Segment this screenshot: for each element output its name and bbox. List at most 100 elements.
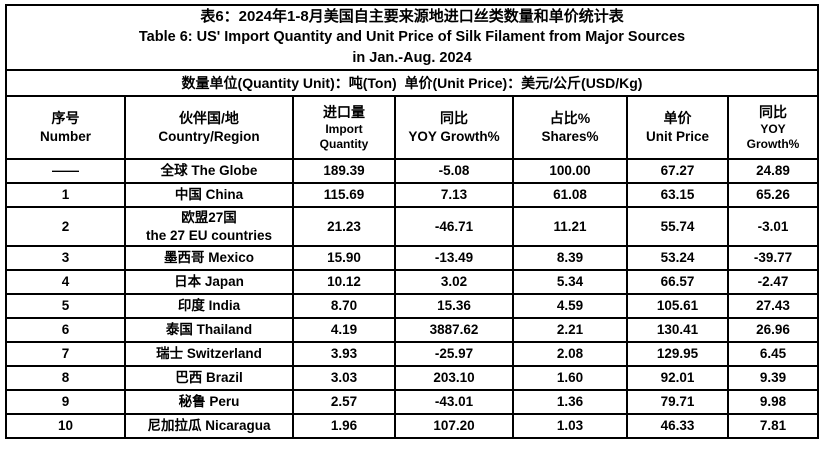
table-row-japan: 4 日本 Japan 10.12 3.02 5.34 66.57 -2.47 [5, 269, 820, 295]
cell-yoy-qty: 15.36 [394, 293, 514, 319]
cell-share: 100.00 [512, 158, 628, 184]
cell-share: 2.21 [512, 317, 628, 343]
cell-unit-price: 46.33 [626, 413, 729, 439]
cell-number: 4 [5, 269, 126, 295]
cell-import-qty: 3.93 [292, 341, 396, 367]
cell-country: 巴西 Brazil [124, 365, 294, 391]
cell-unit-price: 66.57 [626, 269, 729, 295]
cell-import-qty: 21.23 [292, 206, 396, 247]
table-row-china: 1 中国 China 115.69 7.13 61.08 63.15 65.26 [5, 182, 820, 208]
cell-number: 5 [5, 293, 126, 319]
col-header-shares: 占比% Shares% [512, 95, 628, 160]
col-header-yoy-quantity: 同比 YOY Growth% [394, 95, 514, 160]
cell-import-qty: 3.03 [292, 365, 396, 391]
cell-import-qty: 4.19 [292, 317, 396, 343]
col-header-import-quantity-zh: 进口量 [323, 104, 365, 120]
statistics-table: 表6：2024年1-8月美国自主要来源地进口丝类数量和单价统计表 Table 6… [4, 4, 820, 439]
cell-country: 印度 India [124, 293, 294, 319]
cell-yoy-qty: -13.49 [394, 245, 514, 271]
col-header-country: 伙伴国/地 Country/Region [124, 95, 294, 160]
cell-import-qty: 8.70 [292, 293, 396, 319]
cell-country: 全球 The Globe [124, 158, 294, 184]
cell-country: 泰国 Thailand [124, 317, 294, 343]
page-title-en: Table 6: US' Import Quantity and Unit Pr… [138, 29, 686, 45]
cell-country: 欧盟27国 the 27 EU countries [124, 206, 294, 247]
cell-share: 1.03 [512, 413, 628, 439]
cell-yoy-qty: 203.10 [394, 365, 514, 391]
table-row-peru: 9 秘鲁 Peru 2.57 -43.01 1.36 79.71 9.98 [5, 389, 820, 415]
col-header-shares-en: Shares% [541, 129, 599, 144]
cell-import-qty: 10.12 [292, 269, 396, 295]
cell-country: 瑞士 Switzerland [124, 341, 294, 367]
table-row-nicaragua: 10 尼加拉瓜 Nicaragua 1.96 107.20 1.03 46.33… [5, 413, 820, 439]
col-header-country-en: Country/Region [158, 129, 260, 144]
units-note: 数量单位(Quantity Unit)：吨(Ton) 单价(Unit Price… [4, 69, 820, 97]
cell-yoy-price: 9.39 [726, 365, 820, 391]
col-header-number: 序号 Number [5, 95, 126, 160]
cell-number: 1 [5, 182, 126, 208]
col-header-import-quantity: 进口量 Import Quantity [292, 95, 396, 160]
units-row: 数量单位(Quantity Unit)：吨(Ton) 单价(Unit Price… [4, 69, 820, 97]
cell-unit-price: 63.15 [626, 182, 729, 208]
header-row: 序号 Number 伙伴国/地 Country/Region 进口量 Impor… [5, 95, 820, 160]
cell-country: 墨西哥 Mexico [124, 245, 294, 271]
cell-number: 6 [5, 317, 126, 343]
cell-number: 2 [5, 206, 126, 247]
cell-yoy-qty: -43.01 [394, 389, 514, 415]
cell-unit-price: 67.27 [626, 158, 729, 184]
table-row-mexico: 3 墨西哥 Mexico 15.90 -13.49 8.39 53.24 -39… [5, 245, 820, 271]
cell-yoy-price: -2.47 [726, 269, 820, 295]
cell-yoy-price: 7.81 [726, 413, 820, 439]
table-row-switzerland: 7 瑞士 Switzerland 3.93 -25.97 2.08 129.95… [5, 341, 820, 367]
cell-number: 7 [5, 341, 126, 367]
cell-yoy-qty: -5.08 [394, 158, 514, 184]
cell-yoy-price: 6.45 [726, 341, 820, 367]
cell-share: 61.08 [512, 182, 628, 208]
cell-number: 10 [5, 413, 126, 439]
cell-yoy-qty: 3887.62 [394, 317, 514, 343]
cell-share: 8.39 [512, 245, 628, 271]
cell-yoy-qty: 7.13 [394, 182, 514, 208]
cell-country: 秘鲁 Peru [124, 389, 294, 415]
cell-country: 中国 China [124, 182, 294, 208]
cell-unit-price: 55.74 [626, 206, 729, 247]
cell-country: 尼加拉瓜 Nicaragua [124, 413, 294, 439]
cell-unit-price: 129.95 [626, 341, 729, 367]
cell-yoy-qty: -46.71 [394, 206, 514, 247]
col-header-yoy-quantity-en: YOY Growth% [408, 129, 500, 144]
col-header-unit-price-zh: 单价 [663, 110, 692, 126]
cell-yoy-price: -39.77 [726, 245, 820, 271]
cell-share: 1.36 [512, 389, 628, 415]
col-header-yoy-price-en: YOY Growth% [746, 122, 800, 151]
col-header-number-en: Number [39, 129, 91, 144]
cell-share: 2.08 [512, 341, 628, 367]
cell-import-qty: 115.69 [292, 182, 396, 208]
cell-share: 5.34 [512, 269, 628, 295]
cell-import-qty: 15.90 [292, 245, 396, 271]
col-header-number-zh: 序号 [51, 110, 80, 126]
cell-import-qty: 1.96 [292, 413, 396, 439]
col-header-import-quantity-en: Import Quantity [319, 122, 369, 151]
page: 表6：2024年1-8月美国自主要来源地进口丝类数量和单价统计表 Table 6… [4, 4, 820, 439]
cell-yoy-qty: -25.97 [394, 341, 514, 367]
cell-yoy-price: 26.96 [726, 317, 820, 343]
col-header-unit-price-en: Unit Price [645, 129, 710, 144]
cell-yoy-price: 27.43 [726, 293, 820, 319]
table-row-globe: —— 全球 The Globe 189.39 -5.08 100.00 67.2… [5, 158, 820, 184]
cell-number: 9 [5, 389, 126, 415]
table-row-thailand: 6 泰国 Thailand 4.19 3887.62 2.21 130.41 2… [5, 317, 820, 343]
table-row-eu: 2 欧盟27国 the 27 EU countries 21.23 -46.71… [5, 206, 820, 247]
cell-yoy-price: 24.89 [726, 158, 820, 184]
cell-share: 11.21 [512, 206, 628, 247]
table-title: 表6：2024年1-8月美国自主要来源地进口丝类数量和单价统计表 Table 6… [4, 4, 820, 71]
cell-number: 3 [5, 245, 126, 271]
title-row: 表6：2024年1-8月美国自主要来源地进口丝类数量和单价统计表 Table 6… [4, 4, 820, 71]
cell-unit-price: 105.61 [626, 293, 729, 319]
cell-yoy-price: 65.26 [726, 182, 820, 208]
col-header-yoy-price: 同比 YOY Growth% [726, 95, 820, 160]
col-header-shares-zh: 占比% [549, 110, 591, 126]
cell-import-qty: 2.57 [292, 389, 396, 415]
cell-country: 日本 Japan [124, 269, 294, 295]
cell-number: —— [5, 158, 126, 184]
cell-yoy-price: 9.98 [726, 389, 820, 415]
